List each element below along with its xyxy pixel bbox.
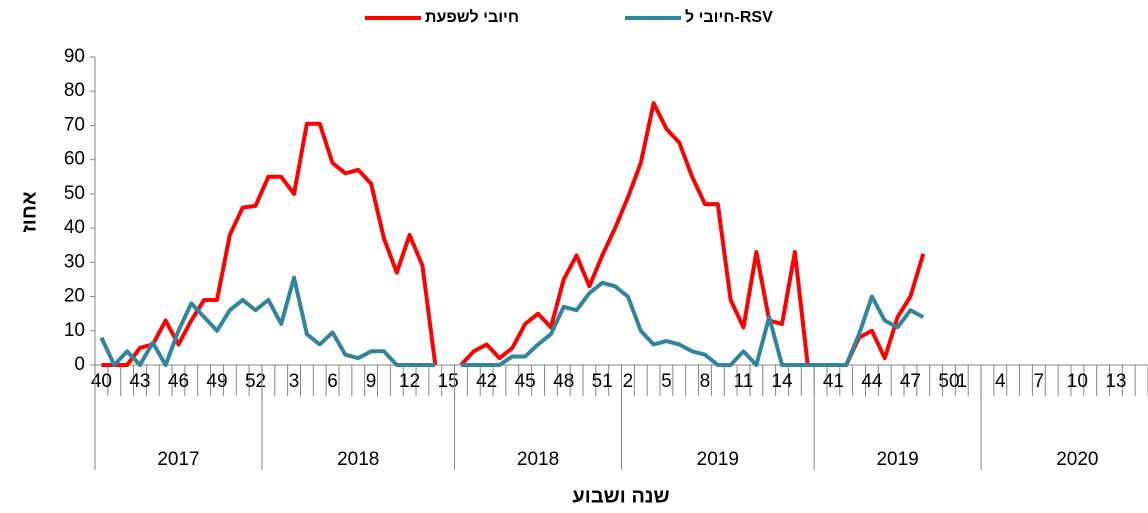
- y-tick-label: 60: [64, 149, 85, 170]
- x-tick-label: 9: [366, 371, 377, 392]
- x-tick-label: 2: [623, 371, 634, 392]
- series-line: [459, 101, 926, 367]
- x-tick-label: 52: [245, 371, 266, 392]
- legend-label: חיובי לשפעת: [425, 8, 519, 26]
- x-tick-label: 13: [1105, 371, 1126, 392]
- y-tick-label: 20: [64, 286, 85, 307]
- x-tick-label: 44: [861, 371, 883, 392]
- x-tick-label: 4: [995, 371, 1006, 392]
- y-tick-label: 50: [64, 183, 85, 204]
- group-label: 2020: [1056, 449, 1098, 470]
- y-tick-label: 70: [64, 114, 85, 135]
- y-tick-label: 40: [64, 217, 85, 238]
- x-tick-label: 40: [91, 371, 112, 392]
- x-tick-label: 14: [771, 371, 793, 392]
- y-tick-label: 80: [64, 80, 85, 101]
- x-tick-label: 5: [661, 371, 672, 392]
- group-label: 2018: [337, 449, 379, 470]
- legend-label: חיובי ל-RSV: [685, 8, 773, 26]
- y-tick-label: 0: [74, 354, 85, 375]
- x-tick-label: 1: [957, 371, 968, 392]
- series-line: [99, 275, 436, 367]
- x-tick-label: 45: [515, 371, 536, 392]
- x-tick-label: 46: [168, 371, 189, 392]
- y-axis-label: אחוז: [18, 191, 40, 232]
- x-tick-label: 41: [823, 371, 844, 392]
- x-tick-label: 7: [1034, 371, 1045, 392]
- group-label: 2018: [517, 449, 559, 470]
- x-tick-label: 49: [206, 371, 227, 392]
- x-tick-label: 51: [592, 371, 613, 392]
- y-tick-label: 30: [64, 251, 85, 272]
- x-tick-label: 11: [734, 371, 754, 392]
- x-tick-label: 47: [900, 371, 921, 392]
- series-line: [460, 280, 925, 367]
- x-tick-label: 3: [289, 371, 300, 392]
- x-tick-label: 48: [553, 371, 574, 392]
- x-tick-label: 43: [129, 371, 150, 392]
- x-tick-label: 8: [700, 371, 711, 392]
- x-tick-label: 15: [438, 371, 459, 392]
- x-tick-label: 6: [327, 371, 338, 392]
- y-tick-label: 10: [64, 320, 85, 341]
- x-tick-label: 50: [938, 371, 959, 392]
- group-label: 2019: [697, 449, 739, 470]
- group-label: 2019: [876, 449, 918, 470]
- group-label: 2017: [157, 449, 199, 470]
- x-axis-label: שנה ושבוע: [572, 485, 669, 507]
- x-tick-label: 12: [399, 371, 420, 392]
- series-line: [101, 121, 438, 367]
- y-tick-label: 90: [64, 46, 85, 67]
- x-tick-label: 10: [1067, 371, 1088, 392]
- x-tick-label: 42: [476, 371, 497, 392]
